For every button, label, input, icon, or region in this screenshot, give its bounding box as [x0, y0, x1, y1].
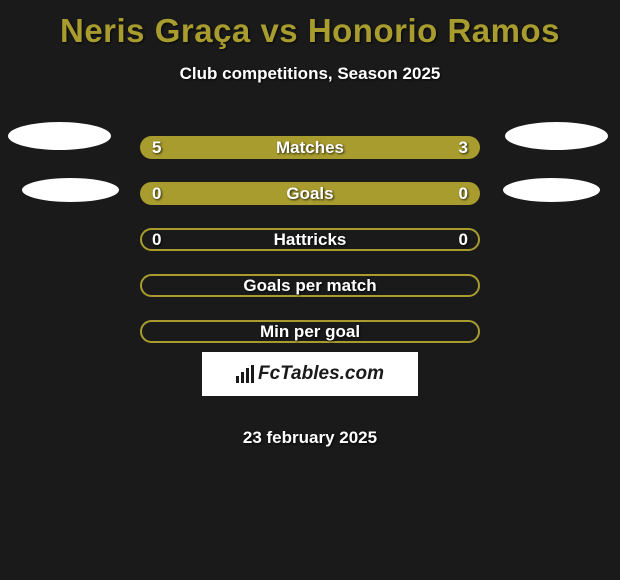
stat-row-hattricks: 0 Hattricks 0	[0, 218, 620, 264]
stat-value-right: 3	[459, 138, 468, 158]
page-subtitle: Club competitions, Season 2025	[0, 64, 620, 84]
stat-bar	[140, 182, 480, 205]
page-title: Neris Graça vs Honorio Ramos	[0, 0, 620, 50]
stat-value-left: 0	[152, 184, 161, 204]
stat-bar	[140, 274, 480, 297]
stat-value-right: 0	[459, 230, 468, 250]
stat-row-min-per-goal: Min per goal	[0, 310, 620, 356]
stat-bar	[140, 136, 480, 159]
logo-text: FcTables.com	[258, 363, 384, 385]
stat-value-left: 0	[152, 230, 161, 250]
stat-row-goals-per-match: Goals per match	[0, 264, 620, 310]
stats-container: 5 Matches 3 0 Goals 0 0 Hattricks 0 Goal…	[0, 126, 620, 356]
stat-value-left: 5	[152, 138, 161, 158]
stat-bar	[140, 228, 480, 251]
stat-row-matches: 5 Matches 3	[0, 126, 620, 172]
stat-row-goals: 0 Goals 0	[0, 172, 620, 218]
date-label: 23 february 2025	[0, 428, 620, 448]
stat-value-right: 0	[459, 184, 468, 204]
logo-chart-icon	[236, 365, 254, 383]
stat-bar	[140, 320, 480, 343]
logo-box: FcTables.com	[202, 352, 418, 396]
logo: FcTables.com	[236, 363, 384, 385]
